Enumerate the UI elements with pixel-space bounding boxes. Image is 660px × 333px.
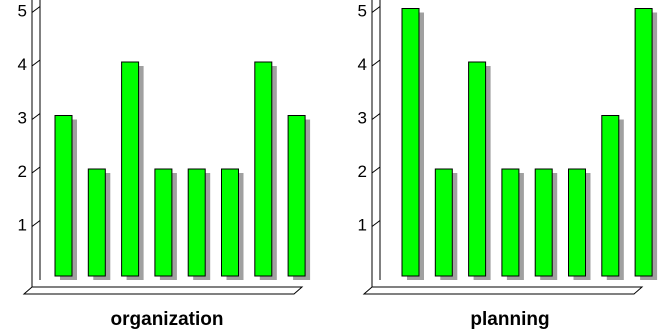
y-tick-label: 1 xyxy=(358,216,367,235)
y-tick-label: 5 xyxy=(18,2,27,21)
y-tick xyxy=(371,6,381,13)
y-tick-label: 4 xyxy=(358,55,367,74)
bar xyxy=(468,61,487,277)
bar xyxy=(221,168,239,277)
y-tick xyxy=(371,113,381,120)
y-tick-label: 3 xyxy=(18,109,27,128)
y-tick-label: 1 xyxy=(18,216,27,235)
y-tick xyxy=(31,166,41,174)
chart-title: organization xyxy=(111,309,224,330)
bar xyxy=(534,168,553,277)
bar xyxy=(54,115,73,277)
bar xyxy=(87,168,106,277)
bar xyxy=(501,168,520,277)
y-tick xyxy=(31,113,41,120)
chart-panel-planning: 1 2 3 4 5 planning xyxy=(358,0,658,330)
y-tick xyxy=(371,59,381,67)
bar xyxy=(187,168,206,277)
y-tick xyxy=(371,166,381,174)
y-tick-label: 4 xyxy=(18,55,27,74)
y-tick xyxy=(371,220,381,227)
bar xyxy=(121,61,140,277)
bar xyxy=(601,115,620,277)
bar xyxy=(154,168,173,277)
y-tick-label: 3 xyxy=(358,109,367,128)
chart-title: planning xyxy=(470,309,549,330)
y-tick-label: 2 xyxy=(18,162,27,181)
y-tick-label: 2 xyxy=(358,162,367,181)
y-tick xyxy=(31,59,41,67)
bar xyxy=(634,8,653,277)
chart-panel-organization: 1 2 3 4 5 organization xyxy=(18,0,311,330)
y-tick xyxy=(31,6,41,13)
y-tick-label: 5 xyxy=(358,2,367,21)
bar xyxy=(434,168,453,277)
bar xyxy=(287,115,306,277)
floor-slab xyxy=(22,286,304,295)
bar xyxy=(568,168,586,277)
floor-slab xyxy=(362,286,644,295)
bar xyxy=(401,8,420,277)
bar xyxy=(254,61,273,277)
y-tick xyxy=(31,220,41,227)
